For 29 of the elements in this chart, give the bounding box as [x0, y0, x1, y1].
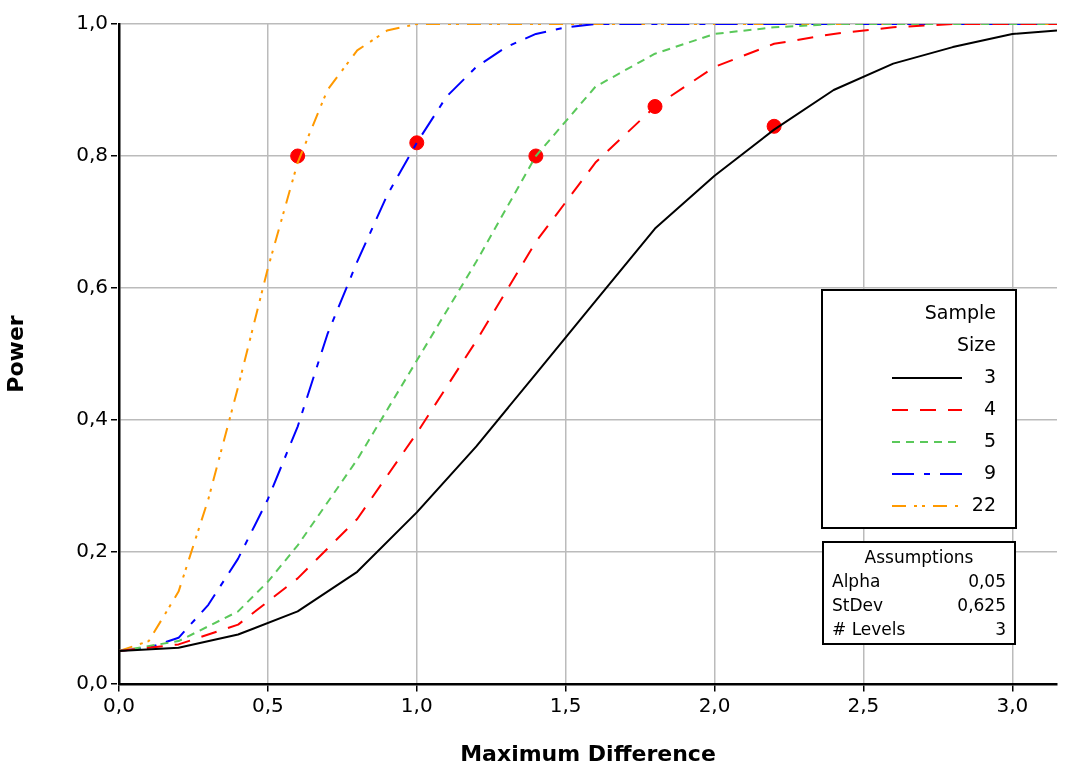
y-tick-label: 0,4	[76, 406, 108, 431]
x-tick-label: 1,0	[400, 693, 433, 718]
annotation: 0,625	[957, 594, 1006, 617]
legend-title: Sample Size	[924, 300, 996, 355]
annotation: StDev	[832, 594, 885, 617]
legend-label: 5	[983, 428, 996, 451]
annotation: 3	[994, 618, 1006, 641]
annotation: Assumptions	[863, 546, 975, 569]
annotation: Alpha	[832, 570, 882, 593]
point	[409, 135, 425, 151]
x-tick-label: 2,0	[698, 693, 731, 718]
annotation: 0,05	[967, 570, 1006, 593]
y-axis-title: Power	[2, 315, 28, 393]
y-tick-label: 0,0	[76, 670, 108, 695]
annotation: # Levels	[832, 618, 907, 641]
legend-label: 9	[983, 460, 996, 483]
x-tick-label: 0,0	[103, 693, 135, 718]
legend-label: 3	[983, 364, 996, 387]
x-tick-label: 2,5	[847, 693, 880, 718]
x-axis-title: Maximum Difference	[460, 740, 716, 766]
y-tick-label: 0,2	[76, 538, 108, 563]
x-tick-label: 3,0	[996, 693, 1029, 718]
x-tick-label: 0,5	[251, 693, 284, 718]
y-tick-label: 0,8	[76, 142, 108, 167]
legend-label: 4	[983, 396, 996, 419]
y-tick-label: 1,0	[76, 10, 108, 35]
y-tick-label: 0,6	[76, 274, 108, 299]
legend-label: 22	[971, 492, 996, 515]
x-tick-label: 1,5	[549, 693, 582, 718]
